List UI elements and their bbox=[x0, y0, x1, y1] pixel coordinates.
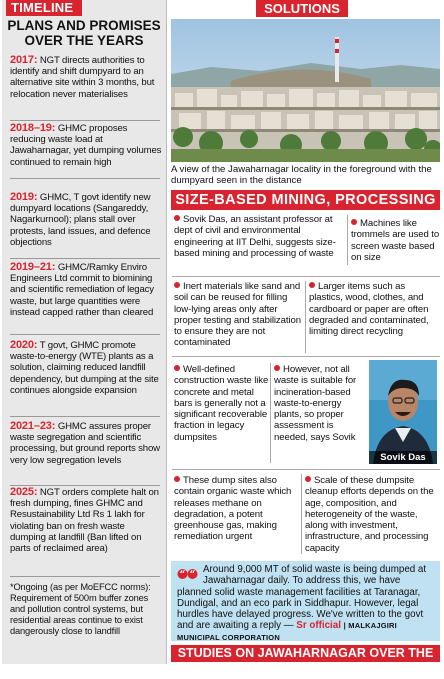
bullet-icon bbox=[274, 365, 280, 371]
divider bbox=[347, 215, 348, 265]
point-organic-waste: These dump sites also contain organic wa… bbox=[174, 475, 292, 543]
divider bbox=[10, 334, 160, 335]
divider bbox=[172, 469, 440, 470]
bullet-icon bbox=[174, 365, 180, 371]
column-divider bbox=[166, 0, 167, 664]
divider bbox=[10, 485, 160, 486]
quote-organisation: | MALKAJGIRI MUNICIPAL CORPORATION bbox=[177, 621, 397, 642]
divider bbox=[270, 363, 271, 463]
divider bbox=[305, 281, 306, 353]
point-trommels: Machines like trommels are used to scree… bbox=[351, 218, 440, 263]
bullet-icon bbox=[174, 282, 180, 288]
point-construction-waste: Well-defined construction waste like con… bbox=[174, 364, 269, 443]
cityscape-illustration bbox=[171, 19, 440, 162]
official-quote-box: “ “ Around 9,000 MT of solid waste is be… bbox=[171, 561, 440, 642]
timeline-entry: 2021–23: GHMC assures proper waste segre… bbox=[10, 420, 162, 466]
svg-text:“: “ bbox=[180, 570, 186, 581]
timeline-year: 2017: bbox=[10, 54, 38, 66]
bullet-icon bbox=[351, 219, 357, 225]
timeline-text: GHMC/Ramky Enviro Engineers Ltd commit t… bbox=[10, 262, 154, 318]
timeline-entry: 2020: T govt, GHMC promote waste-to-ener… bbox=[10, 339, 162, 396]
bullet-icon bbox=[305, 476, 311, 482]
jawaharnagar-photo bbox=[171, 19, 440, 162]
divider bbox=[10, 416, 160, 417]
timeline-text: GHMC proposes reducing waste load at Jaw… bbox=[10, 123, 162, 168]
photo-caption: A view of the Jawaharnagar locality in t… bbox=[171, 164, 432, 186]
timeline-entry: 2017: NGT directs authorities to identif… bbox=[10, 54, 162, 100]
person-image bbox=[369, 360, 437, 464]
quote-marks-icon: “ “ bbox=[177, 569, 198, 581]
bullet-icon bbox=[174, 476, 180, 482]
timeline-year: 2019: bbox=[10, 191, 38, 203]
studies-footer-banner: STUDIES ON JAWAHARNAGAR OVER THE YEARS bbox=[171, 645, 440, 677]
point-scale-of-cleanup: Scale of these dumpsite cleanup efforts … bbox=[305, 475, 434, 554]
timeline-year: 2020: bbox=[10, 339, 38, 351]
bullet-icon bbox=[174, 215, 180, 221]
bullet-icon bbox=[309, 282, 315, 288]
timeline-text: NGT orders complete halt on fresh dumpin… bbox=[10, 487, 159, 555]
point-sovik-das: Sovik Das, an assistant professor at dep… bbox=[174, 214, 336, 259]
timeline-panel: TIMELINE PLANS AND PROMISES OVER THE YEA… bbox=[2, 0, 166, 664]
point-incineration: However, not all waste is suitable for i… bbox=[274, 364, 357, 443]
portrait-label: Sovik Das bbox=[369, 451, 437, 464]
timeline-entry: 2019–21: GHMC/Ramky Enviro Engineers Ltd… bbox=[10, 261, 162, 318]
divider bbox=[10, 576, 160, 577]
timeline-entry: 2019: GHMC, T govt identify new dumpyard… bbox=[10, 191, 162, 248]
timeline-text: GHMC, T govt identify new dumpyard locat… bbox=[10, 192, 151, 248]
divider bbox=[301, 474, 302, 554]
timeline-text: GHMC assures proper waste segregation an… bbox=[10, 421, 160, 466]
size-based-mining-header: SIZE-BASED MINING, PROCESSING bbox=[171, 190, 440, 210]
timeline-text: NGT directs authorities to identify and … bbox=[10, 55, 155, 100]
divider bbox=[172, 356, 440, 357]
quote-text: “ “ Around 9,000 MT of solid waste is be… bbox=[177, 564, 427, 642]
divider bbox=[10, 120, 160, 121]
timeline-header: TIMELINE bbox=[6, 0, 82, 16]
solutions-header: SOLUTIONS bbox=[256, 0, 348, 17]
quote-attribution: Sr official bbox=[296, 620, 341, 632]
point-inert-materials: Inert materials like sand and soil can b… bbox=[174, 281, 301, 349]
timeline-text: T govt, GHMC promote waste-to-energy (WT… bbox=[10, 340, 159, 396]
timeline-year: 2025: bbox=[10, 486, 38, 498]
timeline-year: 2018–19: bbox=[10, 122, 56, 134]
divider bbox=[10, 258, 160, 259]
divider bbox=[10, 178, 160, 179]
timeline-entry: 2018–19: GHMC proposes reducing waste lo… bbox=[10, 122, 162, 168]
timeline-year: 2021–23: bbox=[10, 420, 56, 432]
divider bbox=[172, 276, 440, 277]
ongoing-note: *Ongoing (as per MoEFCC norms): Requirem… bbox=[10, 582, 151, 636]
timeline-year: 2019–21: bbox=[10, 261, 56, 273]
point-larger-items: Larger items such as plastics, wood, clo… bbox=[309, 281, 429, 338]
svg-text:“: “ bbox=[190, 570, 196, 581]
sovik-das-portrait: Sovik Das bbox=[369, 360, 437, 464]
timeline-entry: 2025: NGT orders complete halt on fresh … bbox=[10, 486, 162, 555]
timeline-title: PLANS AND PROMISES OVER THE YEARS bbox=[7, 18, 161, 48]
